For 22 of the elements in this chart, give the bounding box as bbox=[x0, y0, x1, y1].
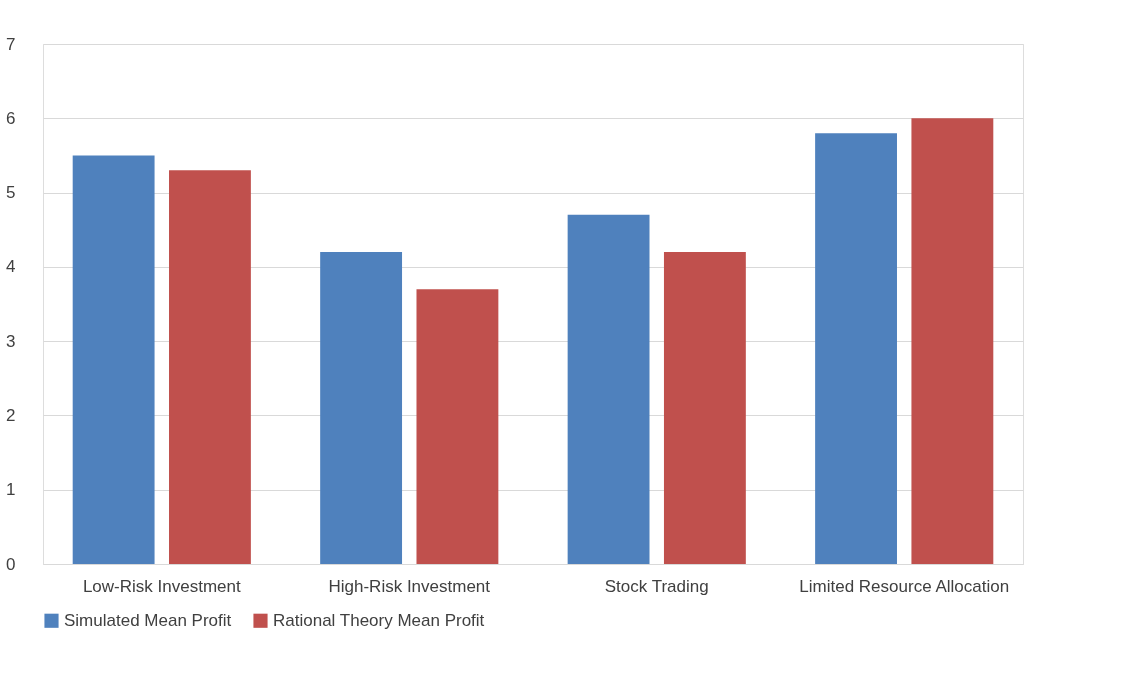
x-tick-label: High-Risk Investment bbox=[328, 576, 491, 596]
bar bbox=[815, 133, 897, 564]
bar bbox=[320, 252, 403, 564]
bar bbox=[416, 289, 499, 564]
y-tick-label: 6 bbox=[6, 108, 16, 128]
x-tick-label: Low-Risk Investment bbox=[82, 576, 241, 596]
legend-label: Simulated Mean Profit bbox=[64, 610, 232, 630]
bar bbox=[567, 214, 650, 564]
y-tick-label: 4 bbox=[6, 257, 16, 277]
x-tick-label: Limited Resource Allocation bbox=[799, 576, 1010, 596]
bar bbox=[663, 252, 746, 564]
y-tick-label: 0 bbox=[6, 554, 16, 574]
y-tick-label: 2 bbox=[6, 405, 16, 425]
y-tick-label: 7 bbox=[6, 34, 16, 54]
bar bbox=[72, 155, 155, 564]
y-tick-label: 3 bbox=[6, 331, 16, 351]
bar bbox=[169, 170, 251, 564]
legend-label: Rational Theory Mean Profit bbox=[273, 610, 485, 630]
bar bbox=[911, 118, 994, 564]
x-tick-label: Stock Trading bbox=[604, 576, 709, 596]
y-tick-label: 1 bbox=[6, 480, 16, 500]
y-tick-label: 5 bbox=[6, 183, 16, 203]
